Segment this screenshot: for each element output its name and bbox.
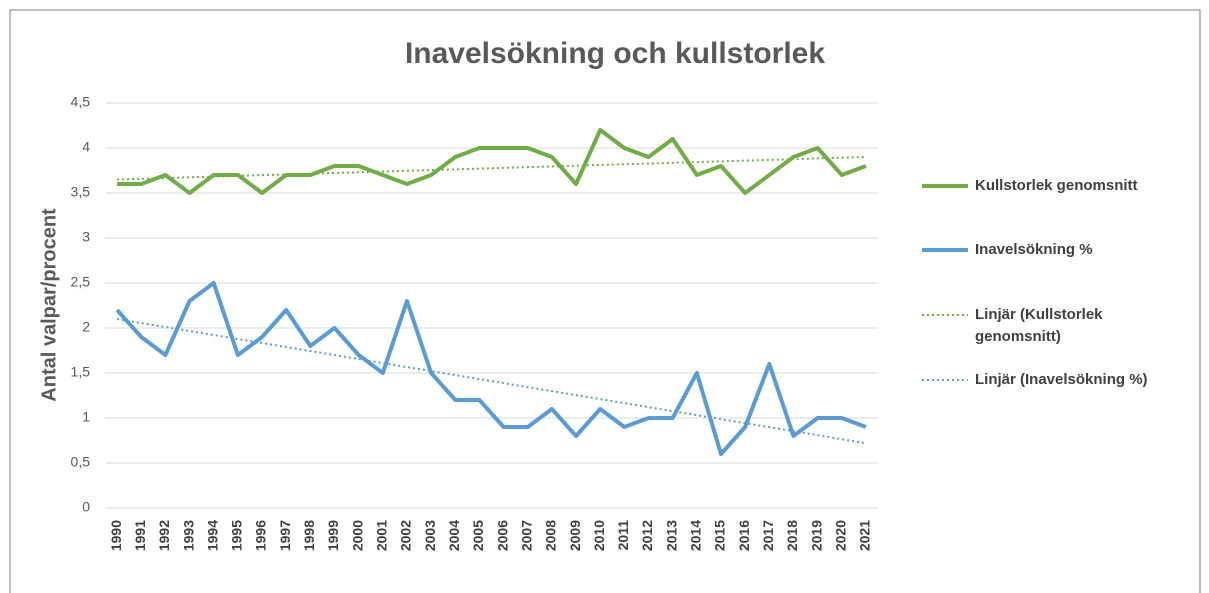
x-tick-label: 2018 xyxy=(784,520,800,551)
legend-label: Linjär (Kullstorlek genomsnitt) xyxy=(975,306,1103,345)
line-series xyxy=(117,128,867,195)
legend-label: Inavelsökning % xyxy=(975,241,1093,258)
x-tick-label: 2005 xyxy=(470,520,486,551)
y-tick-label: 3 xyxy=(82,229,90,245)
y-tick-label: 2 xyxy=(82,319,90,335)
x-tick-label: 2009 xyxy=(567,520,583,551)
x-tick-label: 1993 xyxy=(180,520,196,551)
chart-border xyxy=(9,9,1201,593)
x-tick-label: 2012 xyxy=(639,520,655,551)
y-tick-label: 4,5 xyxy=(71,94,91,110)
y-tick-label: 1,5 xyxy=(71,364,91,380)
x-tick-label: 2003 xyxy=(422,520,438,551)
x-tick-label: 2021 xyxy=(857,520,873,551)
x-tick-label: 2001 xyxy=(374,520,390,551)
x-tick-label: 1992 xyxy=(156,520,172,551)
x-tick-label: 2013 xyxy=(663,520,679,551)
line-series xyxy=(115,281,867,456)
x-tick-label: 2020 xyxy=(832,520,848,551)
trendline xyxy=(116,318,867,445)
x-tick-label: 1998 xyxy=(301,520,317,551)
x-tick-label: 2015 xyxy=(712,520,728,551)
y-axis-label: Antal valpar/procent xyxy=(38,208,60,402)
x-tick-label: 2008 xyxy=(543,520,559,551)
x-tick-label: 1990 xyxy=(108,520,124,551)
y-tick-label: 0 xyxy=(82,499,90,515)
x-tick-label: 2004 xyxy=(446,520,462,551)
x-tick-label: 1995 xyxy=(229,520,245,551)
x-tick-label: 2006 xyxy=(494,520,510,551)
y-tick-label: 4 xyxy=(82,139,90,155)
y-tick-label: 1 xyxy=(82,409,90,425)
x-tick-label: 2019 xyxy=(808,520,824,551)
x-tick-label: 1996 xyxy=(253,520,269,551)
x-tick-label: 1999 xyxy=(325,520,341,551)
x-tick-label: 2016 xyxy=(736,520,752,551)
x-tick-label: 2010 xyxy=(591,520,607,551)
legend-label: Linjär (Inavelsökning %) xyxy=(975,371,1148,388)
x-tick-label: 2002 xyxy=(398,520,414,551)
x-tick-label: 1994 xyxy=(204,520,220,551)
chart-title: Inavelsökning och kullstorlek xyxy=(405,37,825,70)
y-tick-label: 2,5 xyxy=(71,274,91,290)
x-tick-label: 2007 xyxy=(518,520,534,551)
x-tick-label: 1991 xyxy=(132,520,148,551)
x-tick-label: 1997 xyxy=(277,520,293,551)
x-tick-label: 2014 xyxy=(688,520,704,551)
x-tick-label: 2017 xyxy=(760,520,776,551)
y-tick-label: 0,5 xyxy=(71,454,91,470)
x-tick-label: 2011 xyxy=(615,520,631,551)
legend-label: Kullstorlek genomsnitt xyxy=(975,177,1138,194)
y-tick-label: 3,5 xyxy=(71,184,91,200)
x-tick-label: 2000 xyxy=(349,520,365,551)
